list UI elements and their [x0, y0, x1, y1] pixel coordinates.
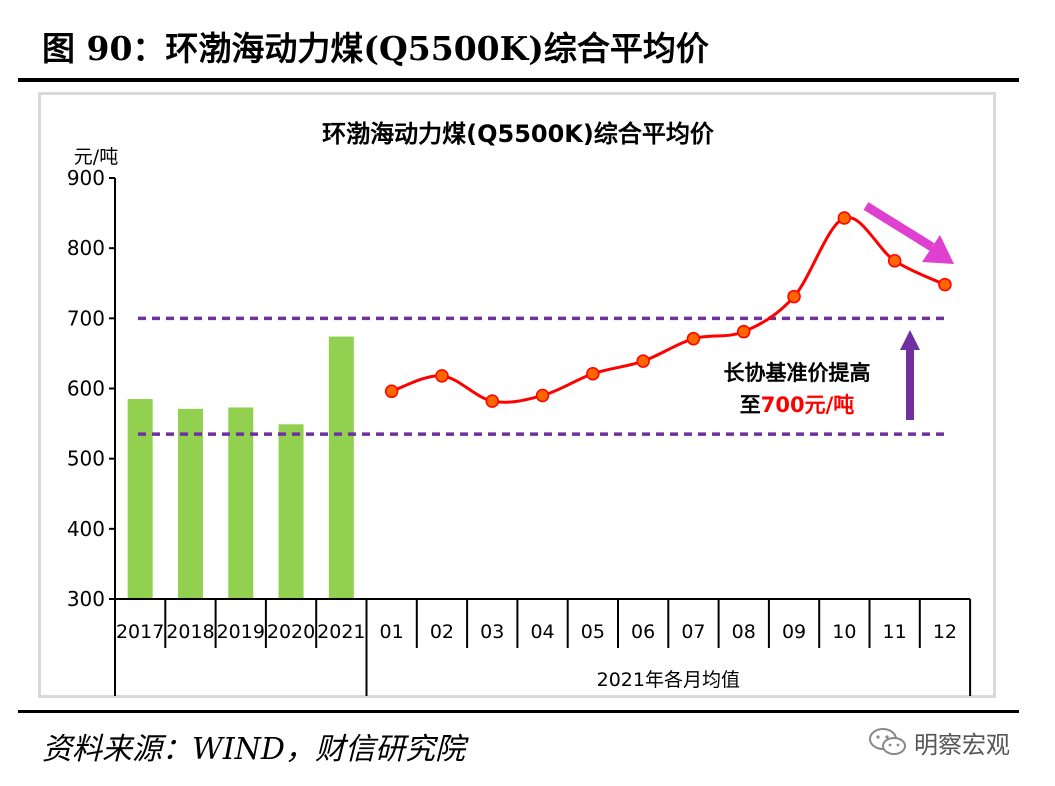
y-tick-label-800: 800 — [67, 236, 105, 260]
x-group-label: 2021年各月均值 — [597, 669, 740, 691]
y-tick-label-300: 300 — [67, 587, 105, 611]
y-tick-label-500: 500 — [67, 447, 105, 471]
x-tick-label-month-09: 09 — [782, 621, 806, 643]
x-tick-label-month-07: 07 — [681, 621, 705, 643]
annotation-line1: 长协基准价提高 — [724, 361, 871, 385]
point-04 — [535, 388, 550, 403]
x-tick-label-2018: 2018 — [166, 621, 214, 643]
x-tick-label-month-12: 12 — [933, 621, 957, 643]
x-tick-label-month-02: 02 — [430, 621, 454, 643]
bottom-rule — [18, 710, 1019, 713]
x-tick-label-month-04: 04 — [530, 621, 554, 643]
x-tick-label-2017: 2017 — [116, 621, 164, 643]
point-07 — [686, 331, 701, 346]
x-tick-label-2020: 2020 — [267, 621, 315, 643]
point-02 — [435, 369, 449, 383]
annotation-line2-highlight: 700元/吨 — [761, 393, 855, 417]
point-01 — [384, 384, 399, 399]
point-09 — [787, 289, 801, 304]
point-05 — [586, 367, 600, 381]
x-tick-label-month-11: 11 — [883, 621, 907, 643]
bar-2018 — [177, 408, 203, 599]
bar-2021 — [328, 336, 354, 599]
x-tick-label-month-01: 01 — [380, 621, 404, 643]
wechat-icon — [869, 728, 906, 755]
source-note: 资料来源：WIND，财信研究院 — [42, 732, 465, 767]
annotation-line2: 至700元/吨 — [740, 393, 855, 417]
watermark-text: 明察宏观 — [914, 730, 1010, 759]
bar-2017 — [127, 399, 153, 599]
annotation-line2-prefix: 至 — [740, 393, 761, 417]
trend-arrow-head — [922, 235, 954, 264]
x-tick-label-month-10: 10 — [832, 621, 856, 643]
point-12 — [938, 277, 952, 292]
bar-2020 — [278, 424, 304, 599]
x-tick-label-month-03: 03 — [480, 621, 504, 643]
y-axis-unit-label: 元/吨 — [74, 146, 118, 168]
point-10 — [837, 211, 852, 225]
point-03 — [485, 394, 499, 408]
x-tick-label-month-05: 05 — [581, 621, 605, 643]
point-08 — [737, 324, 751, 339]
y-tick-label-600: 600 — [67, 377, 105, 401]
watermark: 明察宏观 — [868, 722, 1010, 762]
top-rule — [18, 78, 1019, 82]
x-tick-label-month-06: 06 — [631, 621, 655, 643]
y-tick-label-400: 400 — [67, 517, 105, 541]
x-tick-label-2019: 2019 — [217, 621, 265, 643]
y-tick-label-700: 700 — [67, 306, 105, 330]
x-tick-label-month-08: 08 — [732, 621, 756, 643]
bar-2019 — [228, 407, 254, 599]
chart-title: 环渤海动力煤(Q5500K)综合平均价 — [322, 120, 715, 148]
figure-title: 图 90：环渤海动力煤(Q5500K)综合平均价 — [42, 29, 709, 68]
trend-arrow-shaft — [863, 202, 935, 251]
y-tick-label-900: 900 — [67, 166, 105, 190]
annotation-arrow-head — [900, 330, 920, 350]
point-11 — [887, 254, 902, 268]
point-06 — [636, 354, 650, 368]
x-tick-label-2021: 2021 — [317, 621, 365, 643]
